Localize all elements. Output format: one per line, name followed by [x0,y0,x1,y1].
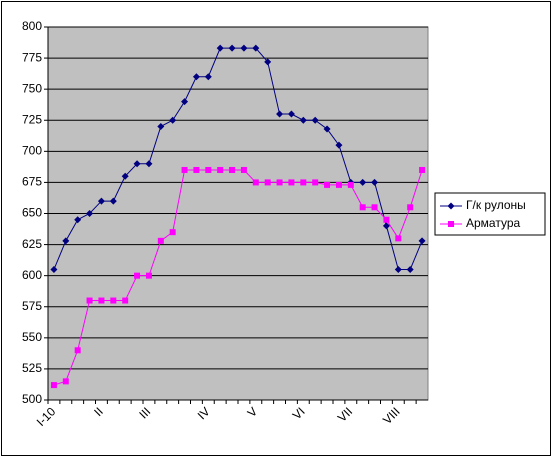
marker [181,98,189,106]
legend-label: Г/к рулоны [466,198,526,212]
marker [216,44,224,52]
y-tick-label: 775 [22,50,42,64]
marker [228,44,236,52]
marker [324,181,331,188]
marker [86,297,93,304]
marker [287,110,295,118]
marker [157,237,164,244]
marker [145,160,153,168]
marker [312,179,319,186]
y-tick-label: 700 [22,144,42,158]
marker [264,58,272,66]
marker [288,179,295,186]
marker [121,172,129,180]
marker [359,178,367,186]
marker [181,166,188,173]
marker [145,272,152,279]
marker [264,179,271,186]
marker [50,265,58,273]
marker [134,272,141,279]
marker [311,116,319,124]
marker [371,204,378,211]
marker [204,73,212,81]
marker [448,221,454,227]
marker [300,179,307,186]
marker [205,166,212,173]
marker [98,297,105,304]
marker [192,73,200,81]
marker [240,44,248,52]
marker [110,297,117,304]
marker [323,125,331,133]
y-tick-label: 725 [22,112,42,126]
marker [335,141,343,149]
marker [240,166,247,173]
marker [252,179,259,186]
y-tick-label: 625 [22,237,42,251]
marker [335,181,342,188]
marker [276,179,283,186]
marker [169,116,177,124]
marker [62,237,70,245]
y-tick-label: 600 [22,268,42,282]
y-tick-label: 750 [22,81,42,95]
y-tick-label: 525 [22,361,42,375]
y-tick-label: 500 [22,392,42,406]
marker [74,347,81,354]
marker [229,166,236,173]
marker [394,265,402,273]
y-tick-label: 550 [22,330,42,344]
legend [434,192,546,236]
marker [447,202,455,210]
marker [74,216,82,224]
marker [406,265,414,273]
marker [418,237,426,245]
marker [133,160,141,168]
marker [383,216,390,223]
marker [109,197,117,205]
marker [62,378,69,385]
marker [193,166,200,173]
marker [382,222,390,230]
marker [122,297,129,304]
marker [299,116,307,124]
marker [419,166,426,173]
series-group [50,44,426,389]
legend-label: Арматура [466,216,521,230]
y-tick-label: 650 [22,206,42,220]
marker [371,178,379,186]
marker [347,181,354,188]
y-tick-label: 575 [22,299,42,313]
marker [395,235,402,242]
marker [359,204,366,211]
marker [169,229,176,236]
marker [407,204,414,211]
marker [252,44,260,52]
marker [276,110,284,118]
marker [50,382,57,389]
y-tick-label: 675 [22,175,42,189]
marker [97,197,105,205]
y-tick-label: 800 [22,19,42,33]
marker [217,166,224,173]
marker [86,210,94,217]
marker [157,122,165,130]
